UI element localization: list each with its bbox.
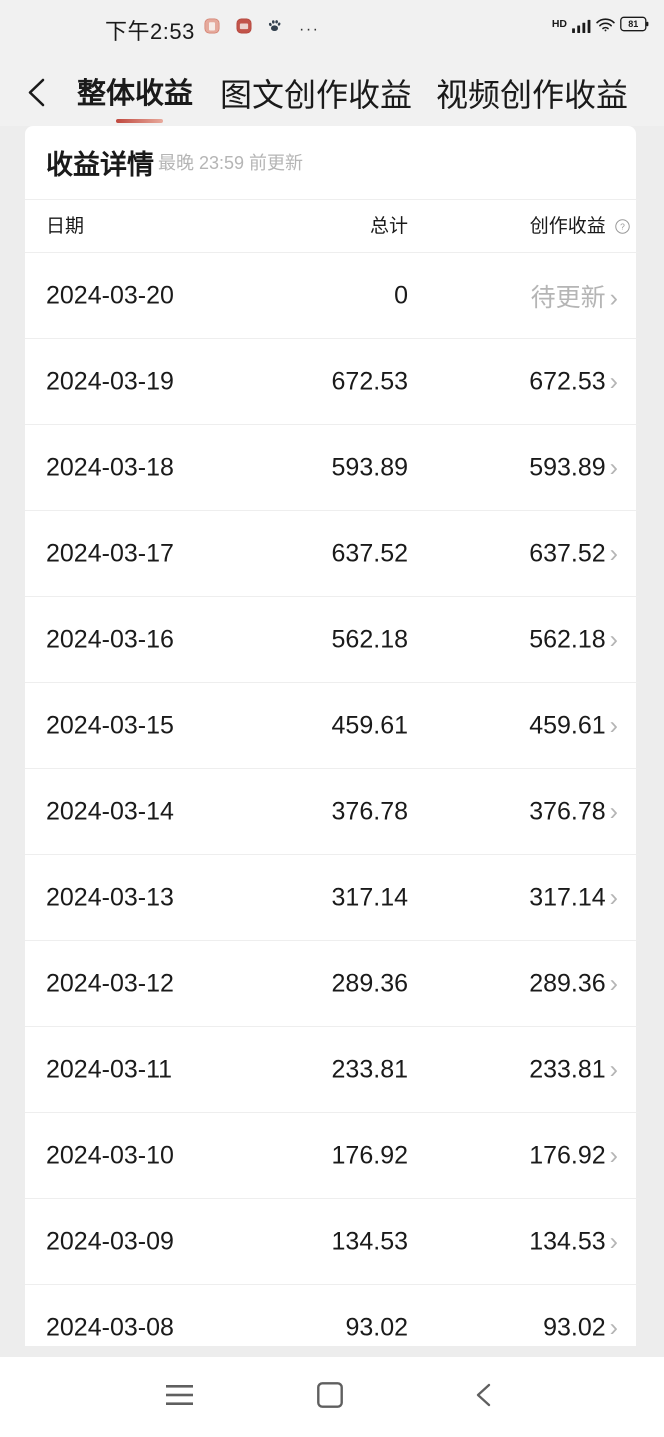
svg-text:81: 81 [628,19,638,29]
svg-text:?: ? [620,222,625,232]
